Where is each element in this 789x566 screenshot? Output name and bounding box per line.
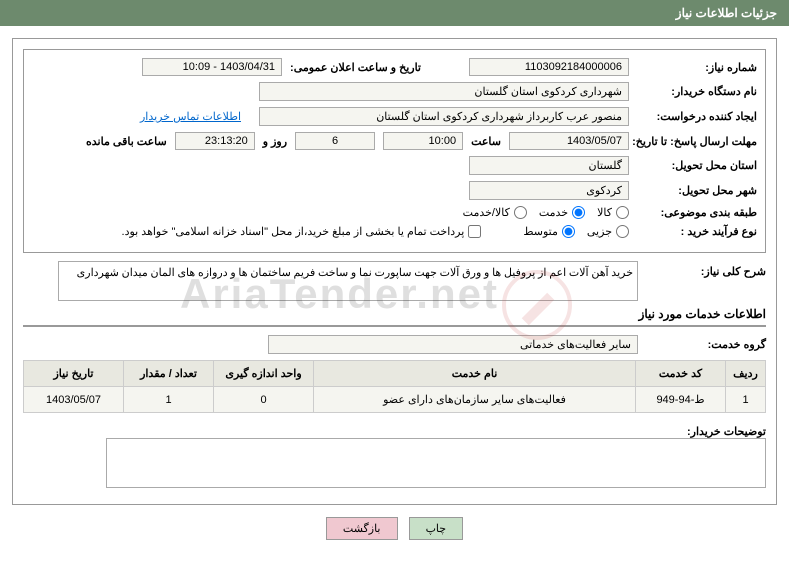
td-row: 1	[726, 387, 766, 413]
service-radio-label: خدمت	[539, 206, 568, 219]
announce-date-field: 1403/04/31 - 10:09	[142, 58, 282, 76]
need-number-field: 1103092184000006	[469, 58, 629, 76]
requester-field: منصور عرب کاربرداز شهرداری کردکوی استان …	[259, 107, 629, 126]
notes-label: توضیحات خریدار:	[646, 421, 766, 438]
announce-date-label: تاریخ و ساعت اعلان عمومی:	[290, 61, 421, 74]
service-group-label: گروه خدمت:	[646, 338, 766, 351]
medium-radio[interactable]	[562, 225, 575, 238]
top-info-section: شماره نیاز: 1103092184000006 تاریخ و ساع…	[23, 49, 766, 253]
desc-label: شرح کلی نیاز:	[646, 261, 766, 278]
payment-note-label: پرداخت تمام یا بخشی از مبلغ خرید،از محل …	[122, 225, 465, 238]
days-and-label: روز و	[263, 135, 287, 148]
remaining-label: ساعت باقی مانده	[86, 135, 167, 148]
medium-radio-label: متوسط	[523, 225, 558, 238]
services-table: ردیف کد خدمت نام خدمت واحد اندازه گیری ت…	[23, 360, 766, 413]
print-button[interactable]: چاپ	[409, 517, 464, 540]
partial-radio-label: جزیی	[587, 225, 612, 238]
th-date: تاریخ نیاز	[24, 361, 124, 387]
requester-label: ایجاد کننده درخواست:	[637, 110, 757, 123]
td-date: 1403/05/07	[24, 387, 124, 413]
page-title: جزئیات اطلاعات نیاز	[676, 6, 777, 20]
category-radio-group: کالا خدمت کالا/خدمت	[451, 206, 629, 219]
th-row: ردیف	[726, 361, 766, 387]
countdown-field: 23:13:20	[175, 132, 255, 150]
th-qty: تعداد / مقدار	[124, 361, 214, 387]
back-button[interactable]: بازگشت	[326, 517, 398, 540]
payment-checkbox[interactable]	[468, 225, 481, 238]
process-radio-group: جزیی متوسط	[511, 225, 629, 238]
service-group-field: سایر فعالیت‌های خدماتی	[268, 335, 638, 354]
process-type-label: نوع فرآیند خرید :	[637, 225, 757, 238]
deadline-time-field: 10:00	[383, 132, 463, 150]
contact-link[interactable]: اطلاعات تماس خریدار	[140, 110, 241, 123]
partial-radio[interactable]	[616, 225, 629, 238]
main-container: AriaTender.net شماره نیاز: 1103092184000…	[12, 38, 777, 505]
payment-checkbox-wrap: پرداخت تمام یا بخشی از مبلغ خرید،از محل …	[122, 225, 482, 238]
service-radio[interactable]	[572, 206, 585, 219]
goods-service-radio-label: کالا/خدمت	[463, 206, 510, 219]
notes-textarea[interactable]	[106, 438, 766, 488]
td-unit: 0	[214, 387, 314, 413]
category-label: طبقه بندی موضوعی:	[637, 206, 757, 219]
goods-radio[interactable]	[616, 206, 629, 219]
buyer-org-label: نام دستگاه خریدار:	[637, 85, 757, 98]
th-name: نام خدمت	[314, 361, 636, 387]
days-count-field: 6	[295, 132, 375, 150]
td-qty: 1	[124, 387, 214, 413]
td-code: ط-94-949	[636, 387, 726, 413]
delivery-province-label: استان محل تحویل:	[637, 159, 757, 172]
desc-textarea[interactable]	[58, 261, 638, 301]
buyer-org-field: شهرداری کردکوی استان گلستان	[259, 82, 629, 101]
time-label: ساعت	[471, 135, 501, 148]
deadline-date-field: 1403/05/07	[509, 132, 629, 150]
button-row: چاپ بازگشت	[0, 517, 789, 540]
page-header: جزئیات اطلاعات نیاز	[0, 0, 789, 26]
services-section-title: اطلاعات خدمات مورد نیاز	[23, 307, 766, 327]
th-code: کد خدمت	[636, 361, 726, 387]
table-header-row: ردیف کد خدمت نام خدمت واحد اندازه گیری ت…	[24, 361, 766, 387]
goods-radio-label: کالا	[597, 206, 612, 219]
delivery-province-field: گلستان	[469, 156, 629, 175]
need-number-label: شماره نیاز:	[637, 61, 757, 74]
goods-service-radio[interactable]	[514, 206, 527, 219]
td-name: فعالیت‌های سایر سازمان‌های دارای عضو	[314, 387, 636, 413]
delivery-city-label: شهر محل تحویل:	[637, 184, 757, 197]
deadline-label: مهلت ارسال پاسخ: تا تاریخ:	[637, 135, 757, 148]
th-unit: واحد اندازه گیری	[214, 361, 314, 387]
table-row: 1 ط-94-949 فعالیت‌های سایر سازمان‌های دا…	[24, 387, 766, 413]
delivery-city-field: کردکوی	[469, 181, 629, 200]
